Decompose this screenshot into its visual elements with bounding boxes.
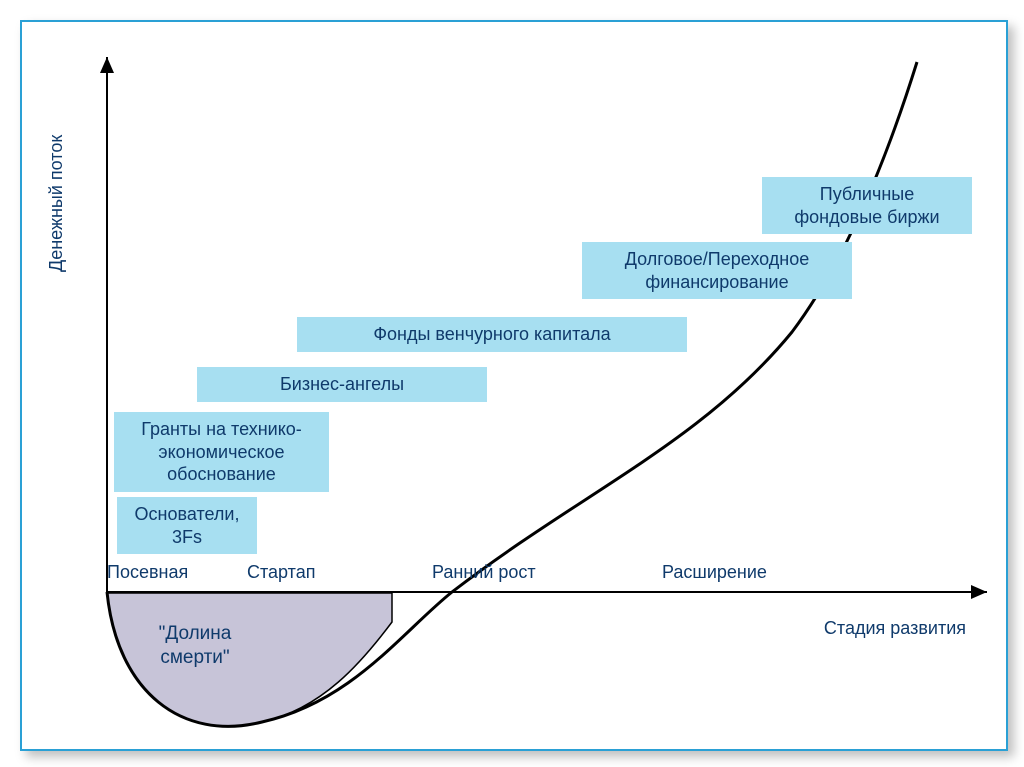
funding-box: Долговое/Переходное финансирование — [582, 242, 852, 299]
stage-label: Стартап — [247, 562, 315, 583]
funding-box: Фонды венчурного капитала — [297, 317, 687, 352]
funding-box: Гранты на технико- экономическое обоснов… — [114, 412, 329, 492]
stage-label: Посевная — [107, 562, 188, 583]
y-axis-label: Денежный поток — [46, 135, 67, 272]
funding-box: Публичные фондовые биржи — [762, 177, 972, 234]
y-axis-arrow — [100, 57, 114, 73]
stage-label: Ранний рост — [432, 562, 536, 583]
funding-box: Бизнес-ангелы — [197, 367, 487, 402]
chart-area: Денежный поток Стадия развития Посевная С… — [22, 22, 1006, 749]
x-axis-label: Стадия развития — [824, 618, 966, 639]
valley-label: "Долина смерти" — [140, 622, 250, 670]
stage-label: Расширение — [662, 562, 767, 583]
x-axis-arrow — [971, 585, 987, 599]
diagram-frame: Денежный поток Стадия развития Посевная С… — [20, 20, 1008, 751]
funding-box: Основатели, 3Fs — [117, 497, 257, 554]
